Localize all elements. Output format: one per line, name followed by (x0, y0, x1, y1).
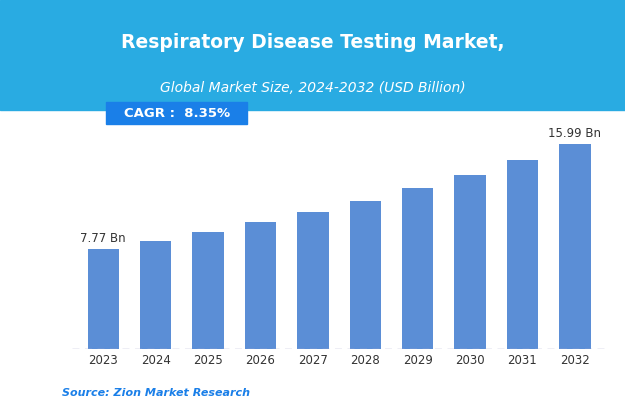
Text: Source: Zion Market Research: Source: Zion Market Research (62, 388, 251, 398)
Text: 15.99 Bn: 15.99 Bn (548, 126, 601, 140)
Bar (402, 188, 433, 349)
Bar (507, 160, 538, 349)
Bar (192, 232, 224, 349)
Text: Global Market Size, 2024-2032 (USD Billion): Global Market Size, 2024-2032 (USD Billi… (160, 81, 465, 95)
Bar (454, 175, 486, 349)
Text: 7.77 Bn: 7.77 Bn (81, 232, 126, 245)
Bar (245, 222, 276, 349)
Bar (140, 241, 171, 349)
Bar (559, 144, 591, 349)
Text: Respiratory Disease Testing Market,: Respiratory Disease Testing Market, (121, 33, 504, 52)
Bar (349, 201, 381, 349)
Text: CAGR :  8.35%: CAGR : 8.35% (124, 107, 229, 120)
Bar (88, 249, 119, 349)
Bar (297, 212, 329, 349)
